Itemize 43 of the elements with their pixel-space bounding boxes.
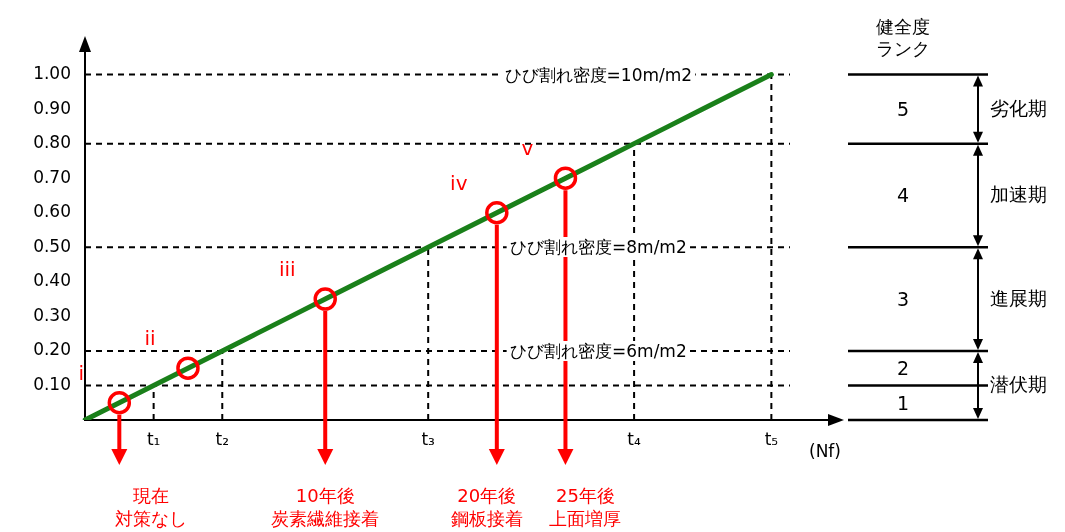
text: 20年後鋼板接着 <box>450 484 523 529</box>
annotation: iii <box>278 257 296 282</box>
y-tick-label: 0.60 <box>33 201 71 222</box>
y-tick-label: 0.30 <box>33 304 71 325</box>
annotation: ii <box>144 326 156 351</box>
text: 5 <box>896 98 910 121</box>
annotation: ひび割れ密度=10m/m2 <box>501 64 696 85</box>
y-tick-label: 0.20 <box>33 339 71 360</box>
y-tick-label: 0.80 <box>33 132 71 153</box>
point <box>176 356 200 380</box>
text: 1 <box>896 391 910 414</box>
annotation: v <box>521 136 534 161</box>
annotation: ひび割れ密度=6m/m2 <box>507 340 690 361</box>
y-tick-label: 0.90 <box>33 97 71 118</box>
text: 10年後炭素繊維接着 <box>271 484 380 529</box>
text: 3 <box>896 288 910 311</box>
y-tick-label: 1.00 <box>33 62 71 83</box>
annotation: i <box>78 360 85 385</box>
y-tick-label: 0.10 <box>33 373 71 394</box>
y-tick-label: 0.40 <box>33 270 71 291</box>
y-tick-label: 0.50 <box>33 235 71 256</box>
text: 健全度ランク <box>875 16 931 60</box>
text: 4 <box>896 184 910 207</box>
text: 潜伏期 <box>990 372 1047 398</box>
annotation: iv <box>450 170 468 195</box>
y-tick-label: 0.70 <box>33 166 71 187</box>
x-tick-label: t₄ <box>627 428 642 449</box>
x-tick-label: t₅ <box>764 428 779 449</box>
text: 劣化期 <box>990 96 1047 122</box>
annotation: ひび割れ密度=8m/m2 <box>507 237 690 258</box>
text: 現在対策なし <box>115 484 188 529</box>
text: 2 <box>896 357 910 380</box>
point <box>107 390 132 415</box>
x-tick-label: t₃ <box>421 428 435 449</box>
x-tick-label: t₂ <box>215 428 230 449</box>
point <box>313 287 337 311</box>
point <box>553 166 578 190</box>
text: 進展期 <box>990 286 1047 312</box>
text: 加速期 <box>990 182 1047 208</box>
text: 25年後上面増厚 <box>549 484 622 529</box>
point <box>485 200 509 225</box>
x-axis-title: (Nf) <box>809 441 841 462</box>
x-tick-label: t₁ <box>146 428 161 449</box>
